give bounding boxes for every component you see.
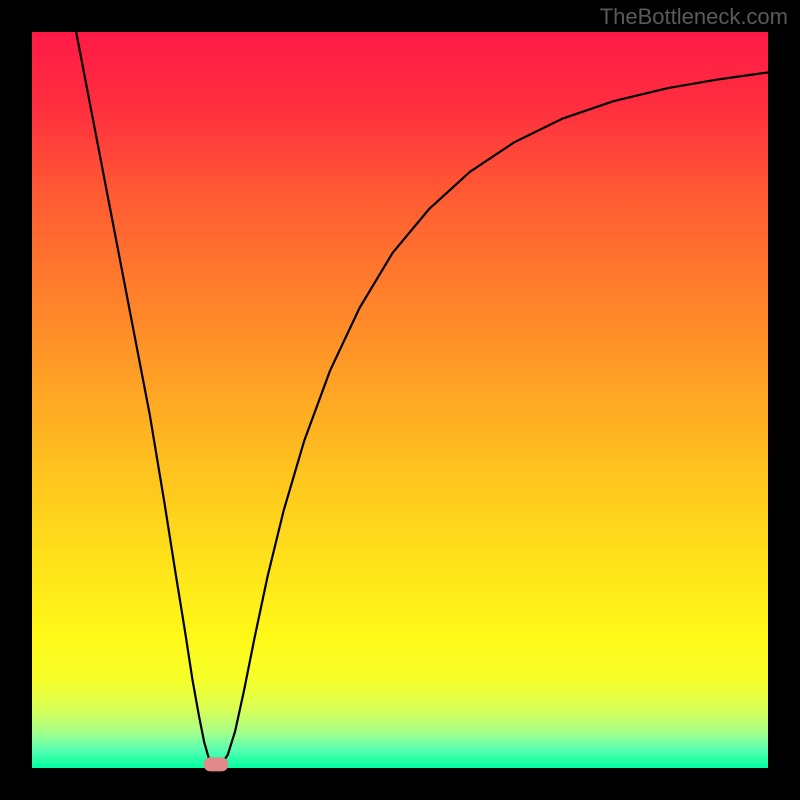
minimum-marker — [203, 758, 228, 771]
plot-area — [32, 32, 768, 768]
bottleneck-curve — [32, 32, 768, 768]
watermark-text: TheBottleneck.com — [600, 4, 788, 30]
chart-container: TheBottleneck.com — [0, 0, 800, 800]
